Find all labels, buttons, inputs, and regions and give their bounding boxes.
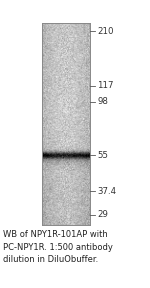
Text: 55: 55 xyxy=(98,151,108,160)
Text: 98: 98 xyxy=(98,97,108,107)
Text: WB of NPY1R-101AP with
PC-NPY1R. 1:500 antibody
dilution in DiluObuffer.: WB of NPY1R-101AP with PC-NPY1R. 1:500 a… xyxy=(3,230,113,264)
Text: 117: 117 xyxy=(98,81,114,90)
Text: 210: 210 xyxy=(98,27,114,36)
Text: 37.4: 37.4 xyxy=(98,187,117,196)
Text: 29: 29 xyxy=(98,210,108,219)
